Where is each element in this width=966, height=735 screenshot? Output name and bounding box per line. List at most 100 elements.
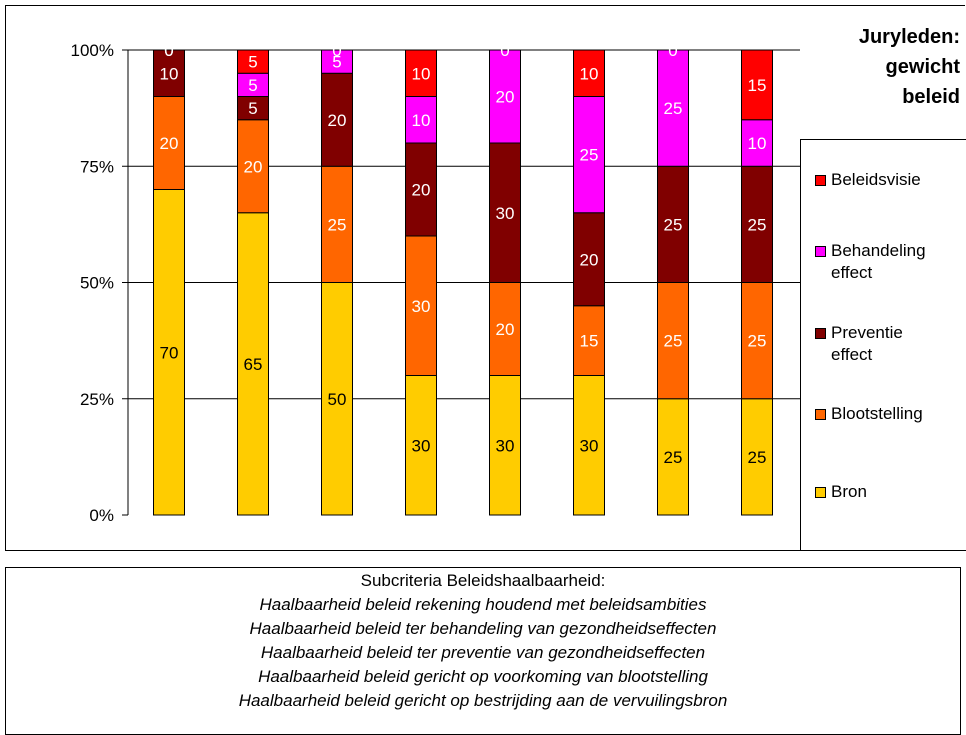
bar-segment [153,96,185,190]
bar-segment [573,375,605,516]
legend-label: Preventie effect [831,322,966,366]
bar-segment [405,49,437,97]
legend-title-line: Juryleden: [858,26,960,48]
data-label: 25 [748,448,767,467]
legend-label: Beleidsvisie [831,170,921,189]
legend-swatch [815,175,826,186]
data-label: 25 [664,448,683,467]
y-tick-label: 50% [80,274,114,293]
legend: Beleidsvisie Behandeling effect Preventi… [800,139,966,551]
bar-segment [573,96,605,214]
bar-segment [321,165,353,283]
data-label: 65 [244,355,263,374]
data-label: 5 [332,53,341,72]
bar-segment [405,96,437,144]
bar-segment [741,398,773,516]
bar-segment [741,282,773,400]
legend-label: Bron [831,482,867,501]
bar-segment [153,189,185,516]
bar-segment [405,235,437,376]
legend-label-line: effect [831,345,873,364]
legend-label-line: Behandeling [831,241,926,260]
bar-segment [741,49,773,121]
data-label: 20 [328,111,347,130]
bar-segment [657,165,689,283]
bar-segment [573,212,605,307]
y-tick-label: 25% [80,390,114,409]
data-label: 20 [244,157,263,176]
legend-title-line: gewicht [885,56,960,78]
data-label: 25 [328,215,347,234]
data-label: 0 [332,41,341,60]
legend-swatch [815,409,826,420]
data-label: 5 [248,76,257,95]
data-label: 50 [328,390,347,409]
bar-segment [321,49,353,74]
data-label: 25 [664,332,683,351]
stacked-bar-chart: 0%25%50%75%100%7020100065205555025205030… [71,41,800,525]
bar-segment [405,142,437,237]
data-label: 25 [664,215,683,234]
legend-title: Juryleden: gewicht beleid [812,22,962,112]
data-label: 0 [164,41,173,60]
legend-swatch [815,328,826,339]
data-label: 25 [748,215,767,234]
bar-segment [237,212,269,516]
data-label: 10 [160,64,179,83]
data-label: 0 [668,41,677,60]
legend-swatch [815,246,826,257]
data-label: 15 [748,76,767,95]
bar-segment [573,305,605,376]
bar-segment [489,142,521,283]
legend-label: Blootstelling [831,404,923,423]
data-label: 20 [412,181,431,200]
caption-line: Haalbaarheid beleid gericht op bestrijdi… [238,691,728,710]
caption-title: Subcriteria Beleidshaalbaarheid: [360,571,606,590]
legend-label-line: effect [831,263,873,282]
bar-segment [237,49,269,74]
data-label: 0 [500,41,509,60]
caption-line: Haalbaarheid beleid rekening houdend met… [259,595,707,614]
data-label: 20 [496,320,515,339]
bar-segment [489,49,521,144]
data-label: 0 [164,41,173,60]
data-label: 5 [248,99,257,118]
legend-label-line: Preventie [831,323,903,342]
bar-segment [657,398,689,516]
bar-segment [153,49,185,97]
chart-frame [5,5,965,551]
data-label: 30 [580,436,599,455]
bar-segment [573,49,605,97]
y-tick-label: 75% [80,157,114,176]
bar-segment [321,72,353,167]
data-label: 25 [748,332,767,351]
bar-segment [657,282,689,400]
y-tick-label: 100% [71,41,114,60]
bar-segment [741,119,773,167]
y-tick-label: 0% [89,506,114,525]
data-label: 20 [580,250,599,269]
legend-label: Behandeling effect [831,240,966,284]
bar-segment [489,375,521,516]
data-label: 30 [496,436,515,455]
data-label: 10 [412,111,431,130]
bar-segment [237,119,269,214]
data-label: 30 [412,297,431,316]
bar-segment [657,49,689,167]
data-label: 20 [496,88,515,107]
bar-segment [489,282,521,376]
data-label: 70 [160,343,179,362]
data-label: 25 [580,146,599,165]
bar-segment [741,165,773,283]
caption-line: Haalbaarheid beleid gericht op voorkomin… [258,667,708,686]
data-label: 30 [412,436,431,455]
legend-swatch [815,487,826,498]
caption-line: Haalbaarheid beleid ter behandeling van … [249,619,717,638]
bar-segment [405,375,437,516]
bar-segment [321,282,353,516]
legend-title-line: beleid [902,86,960,108]
data-label: 10 [412,64,431,83]
data-label: 25 [664,99,683,118]
data-label: 5 [248,53,257,72]
data-label: 30 [496,204,515,223]
